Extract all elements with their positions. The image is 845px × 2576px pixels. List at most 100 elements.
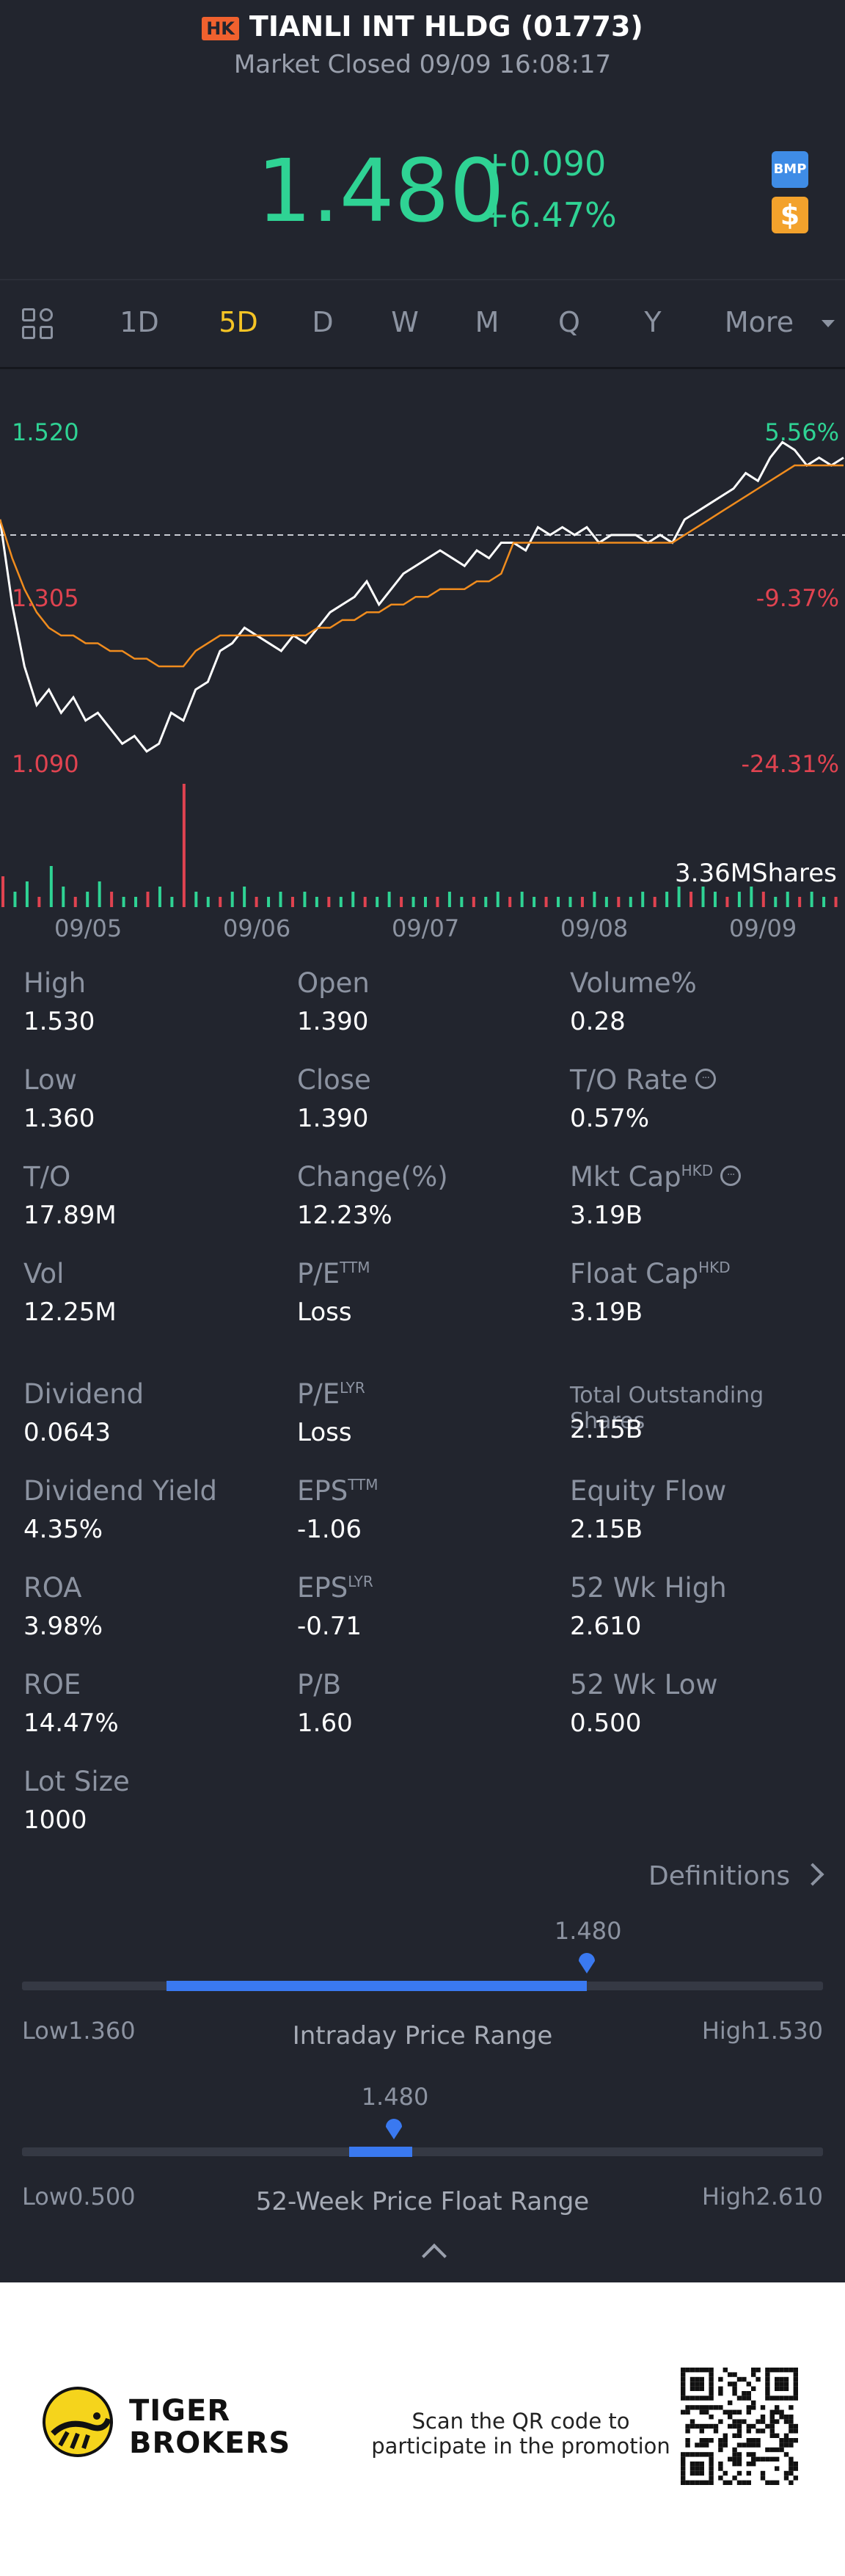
market-status: Market Closed 09/09 16:08:17	[233, 50, 612, 79]
price-chart[interactable]: 1.520 1.305 1.090 5.56% -9.37% -24.31% 3…	[0, 367, 845, 910]
volume-bar	[653, 897, 656, 907]
layout-grid-icon[interactable]	[22, 308, 56, 342]
stat-open-label: Open	[297, 967, 370, 999]
volume-bar	[508, 897, 512, 907]
collapse-chevron-up-icon[interactable]	[422, 2244, 447, 2268]
volume-bar	[315, 897, 318, 907]
week52-low: Low0.500	[22, 2183, 136, 2211]
volume-bar	[158, 887, 161, 907]
stat-52wk-high-value: 2.610	[570, 1612, 642, 1641]
volume-bar	[580, 897, 584, 907]
stat-mkt-cap-label: Mkt CapHKD ···	[570, 1161, 742, 1193]
stat-vol-label: Vol	[23, 1258, 65, 1289]
intraday-fill	[166, 1981, 587, 1991]
info-icon[interactable]: ···	[695, 1068, 716, 1089]
stat-dividend-label: Dividend	[23, 1378, 145, 1410]
stat-open-value: 1.390	[297, 1007, 369, 1036]
definitions-link[interactable]: Definitions	[648, 1861, 824, 1891]
x-tick-0909: 09/09	[729, 914, 797, 942]
volume-bar	[146, 892, 150, 907]
volume-bar	[557, 897, 560, 907]
tab-d[interactable]: D	[312, 306, 334, 338]
bmp-icon[interactable]: BMP	[772, 151, 808, 188]
promo-line2: participate in the promotion	[371, 2434, 670, 2459]
volume-bar	[713, 892, 717, 907]
stat-to-label: T/O	[23, 1161, 71, 1193]
price-change: +0.090	[481, 144, 607, 183]
stat-roe-label: ROE	[23, 1669, 81, 1700]
stat-pb-value: 1.60	[297, 1709, 353, 1738]
tab-1d[interactable]: 1D	[120, 306, 159, 338]
volume-bar	[182, 784, 186, 907]
x-tick-0908: 09/08	[560, 914, 629, 942]
volume-bar	[303, 892, 307, 907]
last-price: 1.480	[257, 140, 505, 241]
tab-y[interactable]: Y	[644, 306, 662, 338]
volume-bar	[37, 897, 41, 907]
qr-code-icon[interactable]	[681, 2368, 798, 2485]
volume-bar	[170, 897, 174, 907]
volume-bar	[339, 897, 343, 907]
volume-bar	[194, 892, 198, 907]
intraday-low: Low1.360	[22, 2017, 136, 2045]
volume-bar	[49, 866, 53, 907]
period-tabs: 1D 5D D W M Q Y More	[0, 279, 845, 369]
stat-dividend-yield-label: Dividend Yield	[23, 1475, 217, 1507]
pct-tick-high: 5.56%	[764, 418, 839, 446]
week52-current-value: 1.480	[361, 2083, 429, 2111]
stat-to-rate-label: T/O Rate ···	[570, 1064, 716, 1096]
volume-bar	[701, 887, 705, 907]
volume-bar	[219, 897, 222, 907]
volume-bar	[774, 897, 778, 907]
stat-52wk-low-label: 52 Wk Low	[570, 1669, 718, 1700]
volume-bar	[544, 897, 548, 907]
volume-bar	[520, 892, 524, 907]
promo-text: Scan the QR code to participate in the p…	[345, 2409, 697, 2459]
stat-52wk-low-value: 0.500	[570, 1709, 642, 1738]
volume-bar	[351, 892, 355, 907]
brand-line1: TIGER	[129, 2394, 231, 2428]
stat-total-shares-value: 2.15B	[570, 1415, 643, 1444]
volume-bar	[641, 892, 645, 907]
intraday-marker-icon	[578, 1953, 595, 1973]
volume-bar	[447, 892, 451, 907]
stat-close-label: Close	[297, 1064, 371, 1096]
week52-marker-icon	[385, 2119, 402, 2139]
stat-dividend-value: 0.0643	[23, 1418, 111, 1447]
intraday-title: Intraday Price Range	[292, 2021, 553, 2051]
stat-52wk-high-label: 52 Wk High	[570, 1572, 727, 1604]
volume-bar	[834, 897, 838, 907]
week52-high: High2.610	[701, 2183, 823, 2211]
stat-low-label: Low	[23, 1064, 77, 1096]
stat-total-shares-label: Total Outstanding Shares	[570, 1383, 764, 1434]
volume-bar	[86, 892, 89, 907]
stat-roe-value: 14.47%	[23, 1709, 119, 1738]
volume-bar	[230, 892, 234, 907]
tab-m[interactable]: M	[475, 306, 500, 338]
volume-bar	[725, 897, 729, 907]
brand-line2: BROKERS	[129, 2426, 291, 2460]
tab-5d[interactable]: 5D	[219, 306, 258, 338]
more-caret-icon[interactable]	[820, 319, 836, 329]
x-tick-0905: 09/05	[54, 914, 122, 942]
stat-pe-lyr-label: P/ELYR	[297, 1378, 365, 1410]
stat-mkt-cap-value: 3.19B	[570, 1201, 643, 1230]
stat-high-value: 1.530	[23, 1007, 95, 1036]
volume-bar	[568, 897, 572, 907]
volume-bar	[387, 892, 391, 907]
stat-eps-ttm-label: EPSTTM	[297, 1475, 378, 1507]
stat-to-rate-value: 0.57%	[570, 1104, 650, 1133]
volume-bar	[484, 897, 488, 907]
dollar-icon[interactable]: $	[772, 197, 808, 233]
stat-low-value: 1.360	[23, 1104, 95, 1133]
tab-more[interactable]: More	[724, 306, 794, 338]
volume-bar	[750, 887, 753, 907]
stat-roa-label: ROA	[23, 1572, 82, 1604]
chart-canvas[interactable]	[0, 367, 845, 910]
volume-bar	[62, 887, 65, 907]
info-icon[interactable]: ···	[720, 1165, 742, 1186]
tab-q[interactable]: Q	[558, 306, 580, 338]
volume-bar	[255, 897, 258, 907]
tab-w[interactable]: W	[391, 306, 419, 338]
volume-bar	[810, 892, 813, 907]
